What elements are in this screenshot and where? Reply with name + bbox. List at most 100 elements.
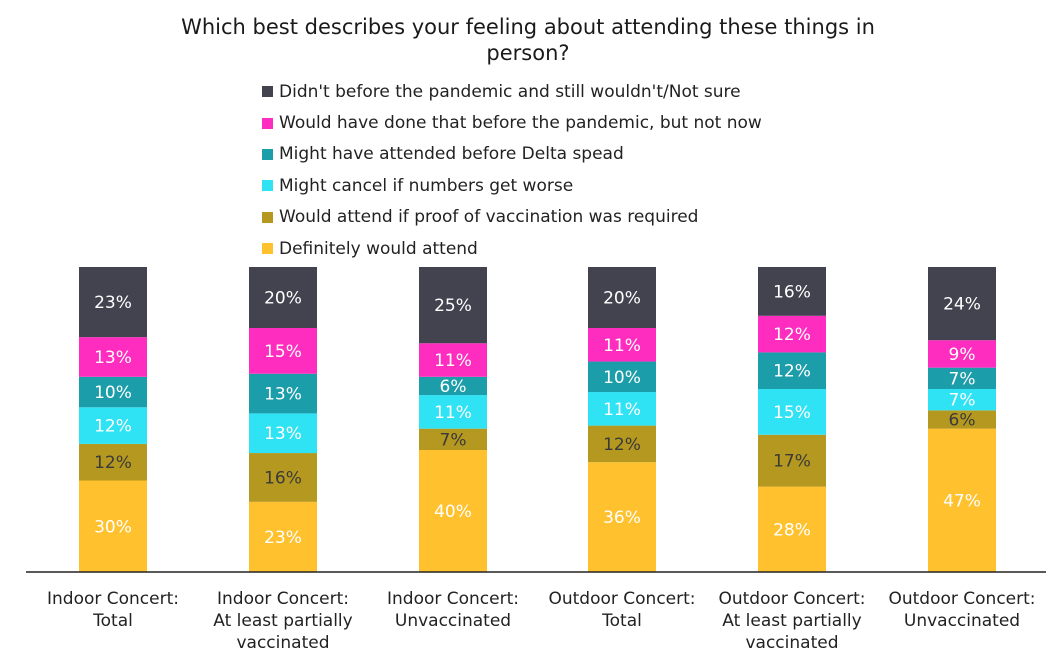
- bar-segment: [928, 428, 996, 572]
- data-label: 25%: [434, 296, 472, 316]
- bar-segment: [249, 453, 317, 502]
- data-label: 13%: [94, 348, 132, 368]
- legend-swatch: [262, 243, 273, 255]
- legend-item: Definitely would attend: [262, 233, 762, 264]
- bar-segment: [588, 425, 656, 463]
- data-label: 12%: [94, 453, 132, 473]
- category-label-line: Indoor Concert:: [46, 589, 179, 609]
- data-label: 40%: [434, 502, 472, 522]
- data-label: 17%: [773, 452, 811, 472]
- category-label-line: Outdoor Concert:: [888, 589, 1036, 609]
- data-label: 6%: [440, 377, 467, 397]
- category-label-line: Unvaccinated: [394, 611, 512, 631]
- legend-swatch: [262, 117, 273, 129]
- data-label: 7%: [440, 430, 467, 450]
- legend-item: Didn't before the pandemic and still wou…: [262, 76, 762, 107]
- data-label: 6%: [949, 411, 976, 431]
- chart-title-line: person?: [486, 41, 570, 65]
- bar-segment: [758, 486, 826, 572]
- data-label: 16%: [773, 282, 811, 302]
- legend-item: Would attend if proof of vaccination was…: [262, 202, 762, 233]
- chart-title: Which best describes your feeling about …: [0, 14, 1056, 66]
- data-label: 11%: [434, 403, 472, 423]
- category-label-line: Unvaccinated: [903, 611, 1021, 631]
- bar-segment: [588, 392, 656, 426]
- legend-swatch: [262, 211, 273, 223]
- data-label: 13%: [264, 424, 302, 444]
- category-label: Indoor Concert: Unvaccinated: [368, 588, 538, 632]
- data-label: 10%: [94, 383, 132, 403]
- bar-segment: [249, 501, 317, 572]
- bar-segment: [419, 428, 487, 450]
- category-label-line: Indoor Concert:: [386, 589, 519, 609]
- bar-segment: [419, 343, 487, 377]
- bar-segment: [79, 407, 147, 444]
- category-label-line: At least partially: [722, 611, 862, 631]
- data-label: 9%: [949, 345, 976, 365]
- category-label-line: Total: [602, 611, 642, 631]
- bar-segment: [79, 376, 147, 408]
- category-label: Indoor Concert: At least partially vaccina…: [198, 588, 368, 654]
- bar-segment: [928, 367, 996, 389]
- chart-title-line: Which best describes your feeling about …: [181, 15, 875, 39]
- bar-segment: [758, 352, 826, 389]
- bar-segment: [588, 267, 656, 328]
- data-label: 10%: [603, 368, 641, 388]
- bar-segment: [758, 434, 826, 487]
- bar-segment: [758, 267, 826, 316]
- category-label: Outdoor Concert: Total: [537, 588, 707, 632]
- bar-segment: [928, 340, 996, 368]
- bar-segment: [79, 443, 147, 481]
- bar-segment: [758, 389, 826, 435]
- bar-segment: [249, 373, 317, 414]
- category-label-line: Outdoor Concert:: [718, 589, 866, 609]
- data-label: 11%: [434, 351, 472, 371]
- legend-swatch: [262, 86, 273, 98]
- bar-segment: [928, 267, 996, 341]
- bar-segment: [588, 361, 656, 393]
- bar-segment: [588, 462, 656, 572]
- bar-segment: [419, 395, 487, 429]
- data-label: 20%: [264, 289, 302, 309]
- bar-segment: [419, 450, 487, 572]
- data-label: 12%: [773, 325, 811, 345]
- bar-segment: [79, 480, 147, 572]
- legend-item: Would have done that before the pandemic…: [262, 107, 762, 138]
- data-label: 15%: [264, 342, 302, 362]
- category-label-line: vaccinated: [745, 633, 839, 653]
- legend-swatch: [262, 180, 273, 192]
- bar-segment: [419, 267, 487, 344]
- legend-label: Definitely would attend: [279, 238, 478, 259]
- category-label: Indoor Concert: Total: [28, 588, 198, 632]
- category-label-line: At least partially: [213, 611, 353, 631]
- category-label-line: Outdoor Concert:: [548, 589, 696, 609]
- legend-label: Would attend if proof of vaccination was…: [279, 207, 699, 228]
- data-label: 16%: [264, 468, 302, 488]
- data-label: 11%: [603, 400, 641, 420]
- bar-segment: [928, 410, 996, 429]
- bar-segment: [758, 315, 826, 353]
- data-label: 47%: [943, 491, 981, 511]
- bar-segment: [79, 337, 147, 377]
- data-label: 36%: [603, 508, 641, 528]
- legend-swatch: [262, 148, 273, 160]
- bar-segment: [79, 267, 147, 338]
- data-label: 12%: [773, 362, 811, 382]
- category-label-line: Total: [93, 611, 133, 631]
- data-label: 15%: [773, 403, 811, 423]
- legend-label: Might cancel if numbers get worse: [279, 175, 574, 196]
- data-label: 12%: [603, 435, 641, 455]
- bar-segment: [588, 328, 656, 362]
- data-label: 28%: [773, 520, 811, 540]
- legend: Didn't before the pandemic and still wou…: [262, 76, 762, 264]
- data-label: 11%: [603, 336, 641, 356]
- bar-segment: [249, 267, 317, 328]
- bar-segment: [249, 328, 317, 374]
- data-label: 13%: [264, 385, 302, 405]
- category-label-line: vaccinated: [236, 633, 330, 653]
- legend-label: Would have done that before the pandemic…: [279, 113, 762, 134]
- data-label: 30%: [94, 517, 132, 537]
- data-label: 24%: [943, 295, 981, 315]
- bar-segment: [249, 413, 317, 454]
